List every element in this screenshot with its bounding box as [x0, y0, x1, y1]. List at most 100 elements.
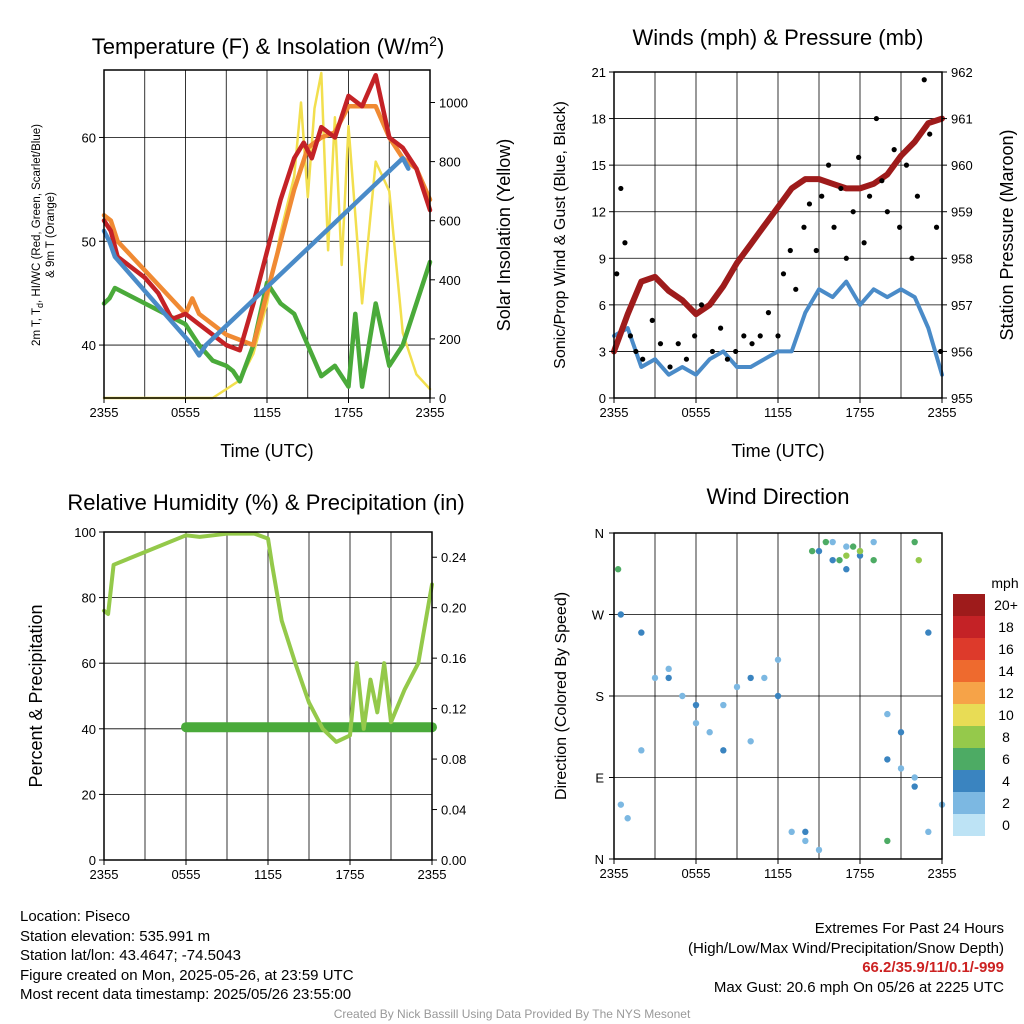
direction-point — [897, 729, 905, 736]
direction-point — [870, 556, 877, 564]
temperature-ytick-right-label: 400 — [439, 273, 461, 288]
direction-point — [788, 828, 795, 836]
station-info: Location: Piseco Station elevation: 535.… — [20, 907, 354, 1005]
gust-point — [903, 162, 910, 168]
direction-point — [829, 538, 836, 546]
winds-series — [611, 77, 945, 377]
direction-point — [897, 765, 905, 772]
winds-xtick-label: 1755 — [846, 405, 875, 420]
temperature-ytick-label: 40 — [82, 338, 96, 353]
humidity-xtick-label: 0555 — [172, 867, 201, 882]
legend-swatch — [953, 682, 985, 704]
humidity-ytick-label: 60 — [82, 656, 96, 671]
gust-point — [667, 364, 673, 370]
legend-swatch — [953, 594, 985, 616]
direction-point — [843, 552, 850, 559]
winds-ytick-right-label: 961 — [951, 112, 973, 127]
direction-point — [849, 543, 857, 550]
credit-text: Created By Nick Bassill Using Data Provi… — [333, 1007, 691, 1021]
gust-point — [618, 185, 624, 192]
temperature-panel: Temperature (F) & Insolation (W/m2) 40 50… — [31, 33, 514, 461]
temperature-ytick-right-label: 200 — [439, 332, 461, 347]
humidity-line — [102, 531, 434, 744]
direction-ytick-label: S — [595, 689, 604, 704]
direction-point — [884, 756, 891, 763]
direction-xtick-label: 1755 — [846, 866, 875, 881]
direction-point — [624, 815, 631, 822]
gust-point — [749, 341, 755, 347]
temperature-xtick-label: 1755 — [334, 405, 363, 420]
direction-point — [802, 837, 809, 845]
temperature-grid — [104, 70, 430, 398]
winds-ytick-label: 18 — [592, 112, 606, 127]
gust-point — [787, 247, 793, 254]
temperature-xtick-label: 2355 — [90, 405, 119, 420]
direction-point — [706, 729, 713, 736]
winds-ytick-label: 21 — [592, 65, 606, 80]
winds-ytick-right-label: 955 — [951, 391, 973, 406]
gust-point — [718, 325, 724, 331]
winds-ytick-label: 6 — [599, 298, 606, 313]
winds-ytick-right-label: 959 — [951, 205, 973, 220]
direction-point — [692, 701, 700, 709]
direction-point — [665, 665, 672, 673]
humidity-xtick-label: 1155 — [254, 867, 282, 882]
direction-point — [843, 566, 850, 573]
direction-point — [884, 837, 891, 845]
direction-point — [665, 674, 672, 682]
gust-point — [927, 131, 933, 137]
legend-swatch — [953, 770, 985, 792]
direction-point — [617, 611, 625, 618]
gust-point — [850, 209, 856, 215]
gust-point — [633, 348, 639, 355]
humidity-xtick-label: 2355 — [418, 867, 447, 882]
direction-point — [915, 556, 922, 564]
gust-point — [657, 341, 664, 347]
temperature-ylabel-right: Solar Insolation (Yellow) — [494, 139, 514, 331]
humidity-ticks: 0 20 40 60 80 100 0.00 0.04 0.08 0.12 0.16 0.20 0.24… — [74, 525, 466, 882]
gust-point — [933, 224, 940, 230]
temperature-series-line — [101, 155, 411, 358]
direction-ytick-label: W — [592, 608, 605, 623]
gust-point — [831, 224, 837, 230]
direction-point — [651, 674, 659, 682]
legend-label: 2 — [1002, 795, 1010, 811]
direction-point — [617, 801, 625, 808]
direction-point — [638, 629, 645, 636]
winds-panel: Winds (mph) & Pressure (mb) 0 3 6 9 12 15 18 21… — [552, 25, 1017, 461]
temperature-ytick-right-label: 0 — [439, 391, 446, 406]
temperature-ytick-right-label: 600 — [439, 214, 461, 229]
legend-swatch — [953, 792, 985, 814]
extremes-info: Extremes For Past 24 Hours (High/Low/Max… — [688, 919, 1004, 997]
legend-swatch — [953, 748, 985, 770]
humidity-grid — [104, 531, 432, 861]
winds-grid — [614, 71, 942, 399]
extremes-values: 66.2/35.9/11/0.1/-999 — [862, 959, 1004, 976]
speed-legend: 20+ 18 16 14 12 10 8 6 4 2 0 — [953, 594, 1018, 836]
legend-swatch — [953, 704, 985, 726]
gust-point — [775, 333, 781, 339]
gust-point — [861, 240, 867, 246]
gust-point — [909, 255, 915, 261]
gust-point — [884, 209, 890, 215]
temperature-series-line — [101, 72, 433, 353]
legend-swatch — [953, 638, 985, 660]
humidity-xtick-label: 2355 — [90, 867, 119, 882]
humidity-ytick-label: 20 — [82, 787, 96, 802]
legend-title: mph — [991, 575, 1018, 591]
gust-point — [873, 115, 880, 122]
gust-point — [627, 333, 634, 339]
humidity-ytick-label: 100 — [74, 525, 96, 540]
humidity-ytick-right-label: 0.12 — [441, 702, 466, 717]
gust-point — [698, 302, 705, 308]
winds-xtick-label: 2355 — [600, 405, 629, 420]
winds-ytick-right-label: 962 — [951, 65, 973, 80]
direction-point — [614, 566, 622, 573]
gust-point — [921, 77, 927, 83]
winds-xtick-label: 1155 — [764, 405, 792, 420]
direction-ylabel-left: Direction (Colored By Speed) — [553, 592, 570, 800]
gust-point — [683, 356, 690, 362]
